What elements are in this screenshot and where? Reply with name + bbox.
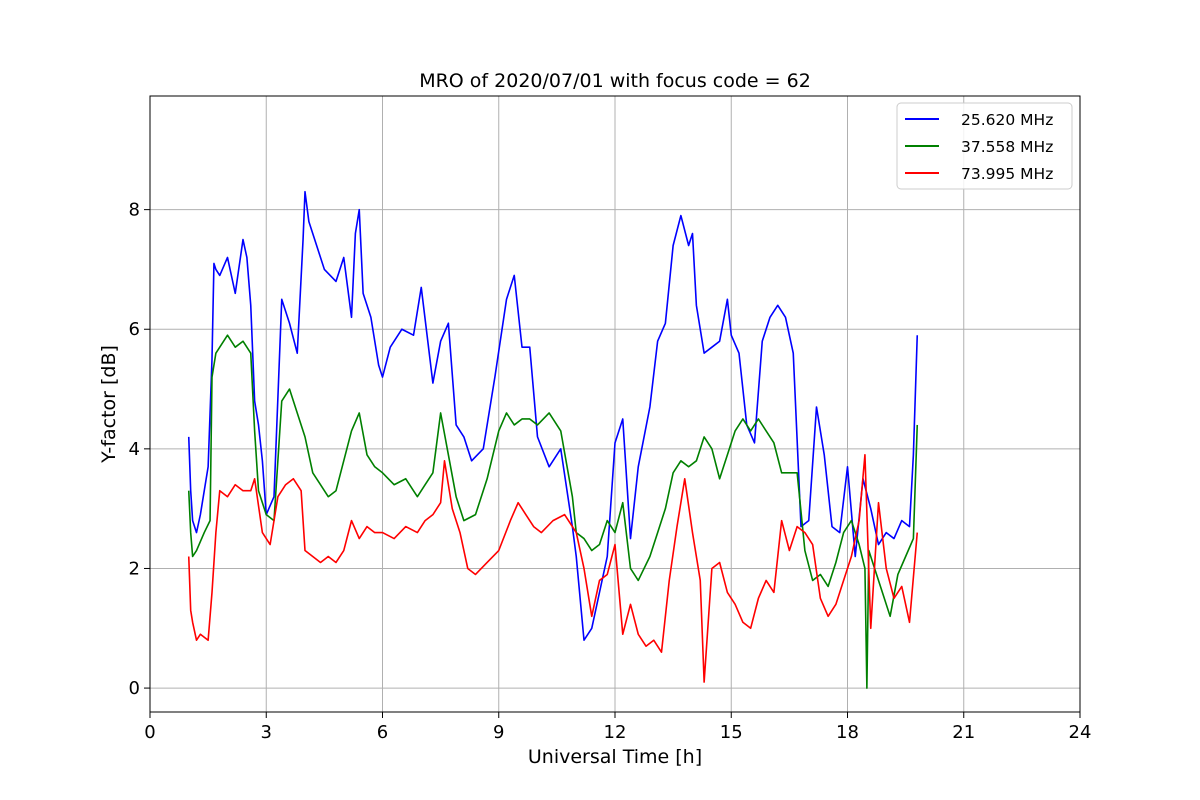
x-tick-label: 6 [377, 722, 388, 743]
y-tick-label: 2 [129, 558, 140, 579]
y-tick-label: 6 [129, 319, 140, 340]
x-axis-label: Universal Time [h] [528, 746, 702, 768]
series-line-1 [187, 190, 919, 642]
legend-box [896, 102, 1073, 190]
x-tick-label: 15 [720, 722, 743, 743]
y-tick-label: 0 [129, 678, 140, 699]
legend-label-series-2: 37.558 MHz [961, 138, 1053, 156]
x-tick-label: 24 [1069, 722, 1092, 743]
legend: 25.620 MHz 37.558 MHz 73.995 MHz [896, 102, 1073, 190]
y-tick-label: 8 [129, 200, 140, 221]
series-layer [187, 190, 919, 689]
series-line-2 [187, 334, 919, 689]
x-tick-label: 0 [144, 722, 155, 743]
x-tick-label: 21 [952, 722, 975, 743]
x-tick-label: 3 [261, 722, 272, 743]
y-axis-label: Y-factor [dB] [98, 345, 120, 464]
x-tick-label: 12 [604, 722, 627, 743]
x-tick-label: 18 [836, 722, 859, 743]
x-tick-label: 9 [493, 722, 504, 743]
chart-title: MRO of 2020/07/01 with focus code = 62 [419, 70, 811, 92]
y-tick-label: 4 [129, 439, 140, 460]
legend-label-series-1: 25.620 MHz [961, 111, 1053, 129]
legend-label-series-3: 73.995 MHz [961, 165, 1053, 183]
series-line-3 [187, 454, 919, 683]
